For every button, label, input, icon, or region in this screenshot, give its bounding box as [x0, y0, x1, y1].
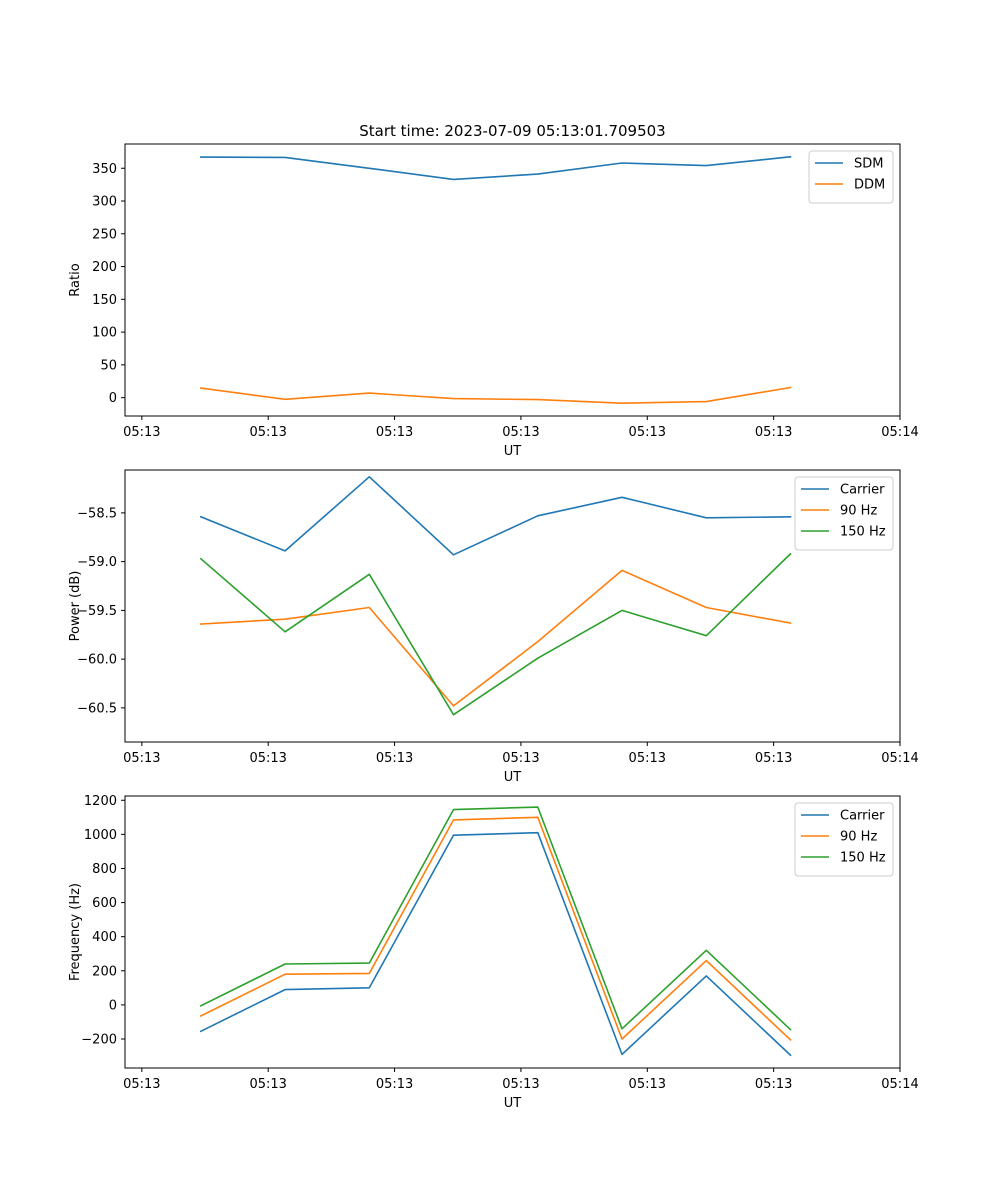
chart-1-plot-frame — [124, 143, 901, 417]
chart-3-x-tick-label: 05:13 — [123, 1077, 160, 1092]
chart-2-y-tick-label: −58.5 — [77, 506, 117, 521]
chart-3-legend-carrier-label: Carrier — [840, 809, 885, 824]
chart-3-y-tick-label: 600 — [92, 896, 117, 911]
chart-2: 05:13 05:13 05:13 05:13 05:13 05:13 05:14 −58.5… — [68, 469, 919, 785]
chart-3-y-tick-label: 0 — [109, 998, 117, 1013]
chart-2-y-tick-label: −60.5 — [77, 701, 117, 716]
chart-2-plot-frame — [124, 469, 901, 743]
chart-2-legend-150-hz-label: 150 Hz — [840, 525, 886, 540]
chart-1-y-tick-label: 0 — [109, 391, 117, 406]
chart-2-x-tick-label: 05:13 — [376, 751, 413, 766]
chart-1-series-ddm-line — [199, 386, 792, 405]
subplots: Start time: 2023-07-09 05:13:01.70950305… — [68, 122, 919, 1111]
chart-3-y-tick-label: 200 — [92, 964, 117, 979]
chart-1-series-sdm-line — [199, 155, 792, 181]
chart-1: Start time: 2023-07-09 05:13:01.70950305… — [68, 122, 919, 459]
chart-2-legend: Carrier 90 Hz 150 Hz — [794, 476, 894, 551]
chart-3-y-tick-label: 1200 — [84, 794, 117, 809]
chart-1-legend-ddm-label: DDM — [854, 178, 885, 193]
chart-1-x-axis-label: UT — [504, 444, 522, 459]
chart-3-legend: Carrier 90 Hz 150 Hz — [794, 802, 894, 877]
chart-1-y-tick-label: 50 — [100, 358, 117, 373]
chart-1-legend: SDM DDM — [808, 150, 894, 204]
chart-2-y-tick-label: −59.0 — [77, 555, 117, 570]
chart-1-y-tick-label: 300 — [92, 195, 117, 210]
chart-1-legend-frame — [808, 150, 894, 204]
chart-1-x-tick-label: 05:13 — [123, 425, 160, 440]
chart-1-y-tick-label: 350 — [92, 162, 117, 177]
chart-3-series-90-hz-line — [199, 816, 792, 1042]
chart-2-x-tick-label: 05:13 — [755, 751, 792, 766]
chart-1-y-axis-label: Ratio — [68, 263, 83, 296]
chart-3-plot-frame — [124, 795, 901, 1069]
chart-2-y-tick-label: −60.0 — [77, 653, 117, 668]
chart-3-legend-90-hz-label: 90 Hz — [840, 830, 877, 845]
chart-3-x-tick-label: 05:13 — [755, 1077, 792, 1092]
chart-1-y-tick-label: 150 — [92, 293, 117, 308]
chart-1-x-tick-label: 05:13 — [249, 425, 286, 440]
chart-2-x-tick-label: 05:13 — [502, 751, 539, 766]
chart-1-title: Start time: 2023-07-09 05:13:01.709503 — [359, 122, 665, 140]
chart-2-x-tick-label: 05:13 — [123, 751, 160, 766]
chart-1-x-tick-label: 05:13 — [629, 425, 666, 440]
chart-2-y-axis-label: Power (dB) — [68, 571, 83, 642]
chart-2-series-90-hz-line — [199, 569, 792, 707]
chart-3: 05:13 05:13 05:13 05:13 05:13 05:13 05:14 −200 0… — [68, 794, 919, 1111]
chart-3-y-tick-label: 1000 — [84, 828, 117, 843]
chart-3-y-axis-label: Frequency (Hz) — [68, 883, 83, 981]
chart-3-series-150-hz-line — [199, 806, 792, 1031]
chart-3-y-tick-label: 800 — [92, 862, 117, 877]
chart-1-y-tick-label: 100 — [92, 326, 117, 341]
chart-1-x-tick-label: 05:13 — [502, 425, 539, 440]
chart-2-x-tick-label: 05:13 — [249, 751, 286, 766]
chart-2-series-150-hz-line — [199, 552, 792, 716]
chart-1-legend-sdm-label: SDM — [854, 157, 883, 172]
chart-2-x-tick-label: 05:14 — [881, 751, 918, 766]
chart-3-x-axis-label: UT — [504, 1096, 522, 1111]
chart-1-x-tick-label: 05:13 — [755, 425, 792, 440]
chart-3-y-tick-label: −200 — [81, 1033, 117, 1048]
chart-2-x-tick-label: 05:13 — [629, 751, 666, 766]
chart-1-y-tick-label: 250 — [92, 227, 117, 242]
chart-1-x-tick-label: 05:14 — [881, 425, 918, 440]
chart-2-legend-90-hz-label: 90 Hz — [840, 504, 877, 519]
chart-3-y-tick-label: 400 — [92, 930, 117, 945]
chart-3-x-tick-label: 05:13 — [629, 1077, 666, 1092]
chart-2-x-axis-label: UT — [504, 770, 522, 785]
chart-2-series-carrier-line — [199, 475, 792, 556]
chart-2-y-tick-label: −59.5 — [77, 604, 117, 619]
chart-3-legend-150-hz-label: 150 Hz — [840, 851, 886, 866]
chart-1-y-tick-label: 200 — [92, 260, 117, 275]
chart-2-legend-carrier-label: Carrier — [840, 483, 885, 498]
chart-3-x-tick-label: 05:13 — [249, 1077, 286, 1092]
chart-1-x-tick-label: 05:13 — [376, 425, 413, 440]
chart-3-x-tick-label: 05:14 — [881, 1077, 918, 1092]
chart-3-series-carrier-line — [199, 831, 792, 1057]
chart-3-x-tick-label: 05:13 — [502, 1077, 539, 1092]
chart-3-x-tick-label: 05:13 — [376, 1077, 413, 1092]
